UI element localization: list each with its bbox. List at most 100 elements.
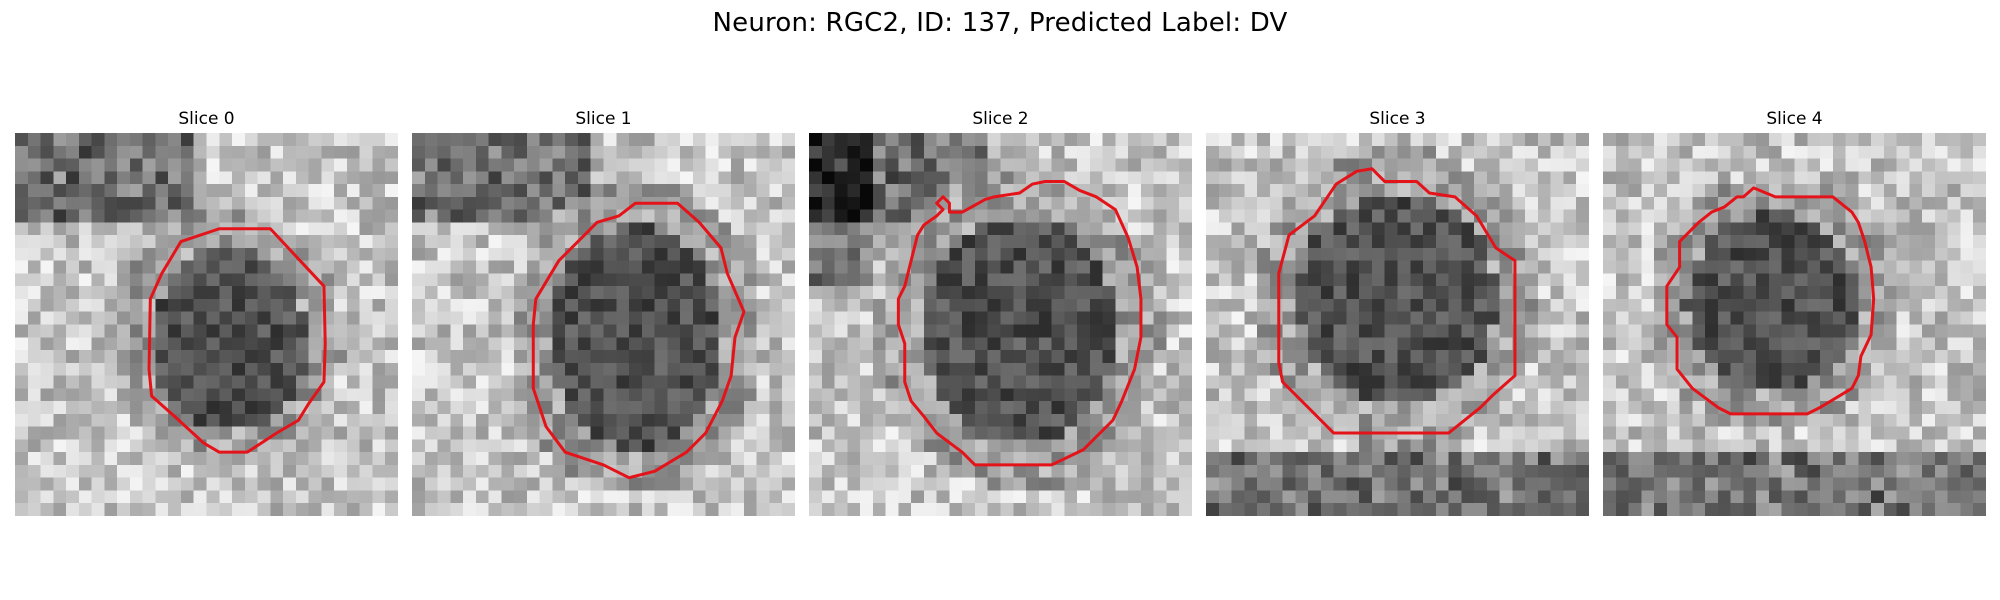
image-pixel [1410,286,1424,300]
image-pixel [552,388,566,402]
image-pixel [1909,464,1923,478]
image-pixel [1115,298,1129,312]
image-pixel [1883,196,1897,210]
image-pixel [424,413,438,427]
image-pixel [1346,273,1360,287]
image-pixel [565,324,579,338]
image-pixel [1435,171,1449,185]
image-pixel [1525,298,1539,312]
image-pixel [1730,235,1744,249]
image-pixel [1218,235,1232,249]
image-pixel [1730,426,1744,440]
image-pixel [756,311,770,325]
image-pixel [1038,350,1052,364]
image-pixel [206,350,220,364]
image-pixel [1102,350,1116,364]
image-pixel [359,375,373,389]
image-pixel [1525,477,1539,491]
image-pixel [206,273,220,287]
image-pixel [321,184,335,198]
image-pixel [155,158,169,172]
image-pixel [898,490,912,504]
image-pixel [641,324,655,338]
image-pixel [193,464,207,478]
image-pixel [629,298,643,312]
image-pixel [949,235,963,249]
image-pixel [974,503,988,516]
image-pixel [424,375,438,389]
image-pixel [129,133,143,147]
image-pixel [1705,286,1719,300]
image-pixel [1512,401,1526,415]
image-pixel [1128,222,1142,236]
image-pixel [321,145,335,159]
image-pixel [66,413,80,427]
image-pixel [590,350,604,364]
image-pixel [1794,413,1808,427]
image-pixel [155,184,169,198]
image-pixel [104,286,118,300]
image-pixel [1153,184,1167,198]
image-pixel [974,426,988,440]
image-pixel [1883,158,1897,172]
image-pixel [782,324,795,338]
image-pixel [1743,311,1757,325]
image-pixel [168,158,182,172]
image-pixel [974,184,988,198]
image-pixel [667,145,681,159]
image-pixel [756,401,770,415]
image-pixel [359,260,373,274]
image-pixel [1218,375,1232,389]
image-pixel [1960,362,1974,376]
image-pixel [308,401,322,415]
image-pixel [654,235,668,249]
image-pixel [424,184,438,198]
image-pixel [847,426,861,440]
image-pixel [180,401,194,415]
image-pixel [1179,413,1192,427]
image-pixel [1781,158,1795,172]
image-pixel [1628,184,1642,198]
image-pixel [1871,477,1885,491]
image-pixel [180,145,194,159]
image-pixel [1883,337,1897,351]
image-pixel [257,464,271,478]
image-pixel [1384,401,1398,415]
image-pixel [1038,235,1052,249]
image-pixel [1089,388,1103,402]
image-pixel [372,145,386,159]
image-pixel [590,145,604,159]
image-pixel [1692,337,1706,351]
image-pixel [1705,133,1719,147]
image-pixel [821,286,835,300]
image-pixel [1423,490,1437,504]
image-pixel [987,362,1001,376]
image-pixel [424,337,438,351]
image-pixel [1140,413,1154,427]
image-pixel [15,439,29,453]
image-pixel [53,222,67,236]
image-pixel [923,145,937,159]
image-pixel [1128,298,1142,312]
image-pixel [308,477,322,491]
image-pixel [590,324,604,338]
image-pixel [1359,324,1373,338]
image-pixel [641,286,655,300]
image-pixel [590,375,604,389]
image-pixel [1231,426,1245,440]
image-pixel [1858,375,1872,389]
image-pixel [1333,196,1347,210]
image-pixel [705,145,719,159]
image-pixel [1257,171,1271,185]
image-pixel [1206,209,1220,223]
image-pixel [769,324,783,338]
image-pixel [526,158,540,172]
image-pixel [1269,247,1283,261]
image-pixel [1641,171,1655,185]
image-pixel [1115,311,1129,325]
image-pixel [565,503,579,516]
image-pixel [206,477,220,491]
image-pixel [117,464,131,478]
image-pixel [1947,171,1961,185]
image-pixel [1628,209,1642,223]
